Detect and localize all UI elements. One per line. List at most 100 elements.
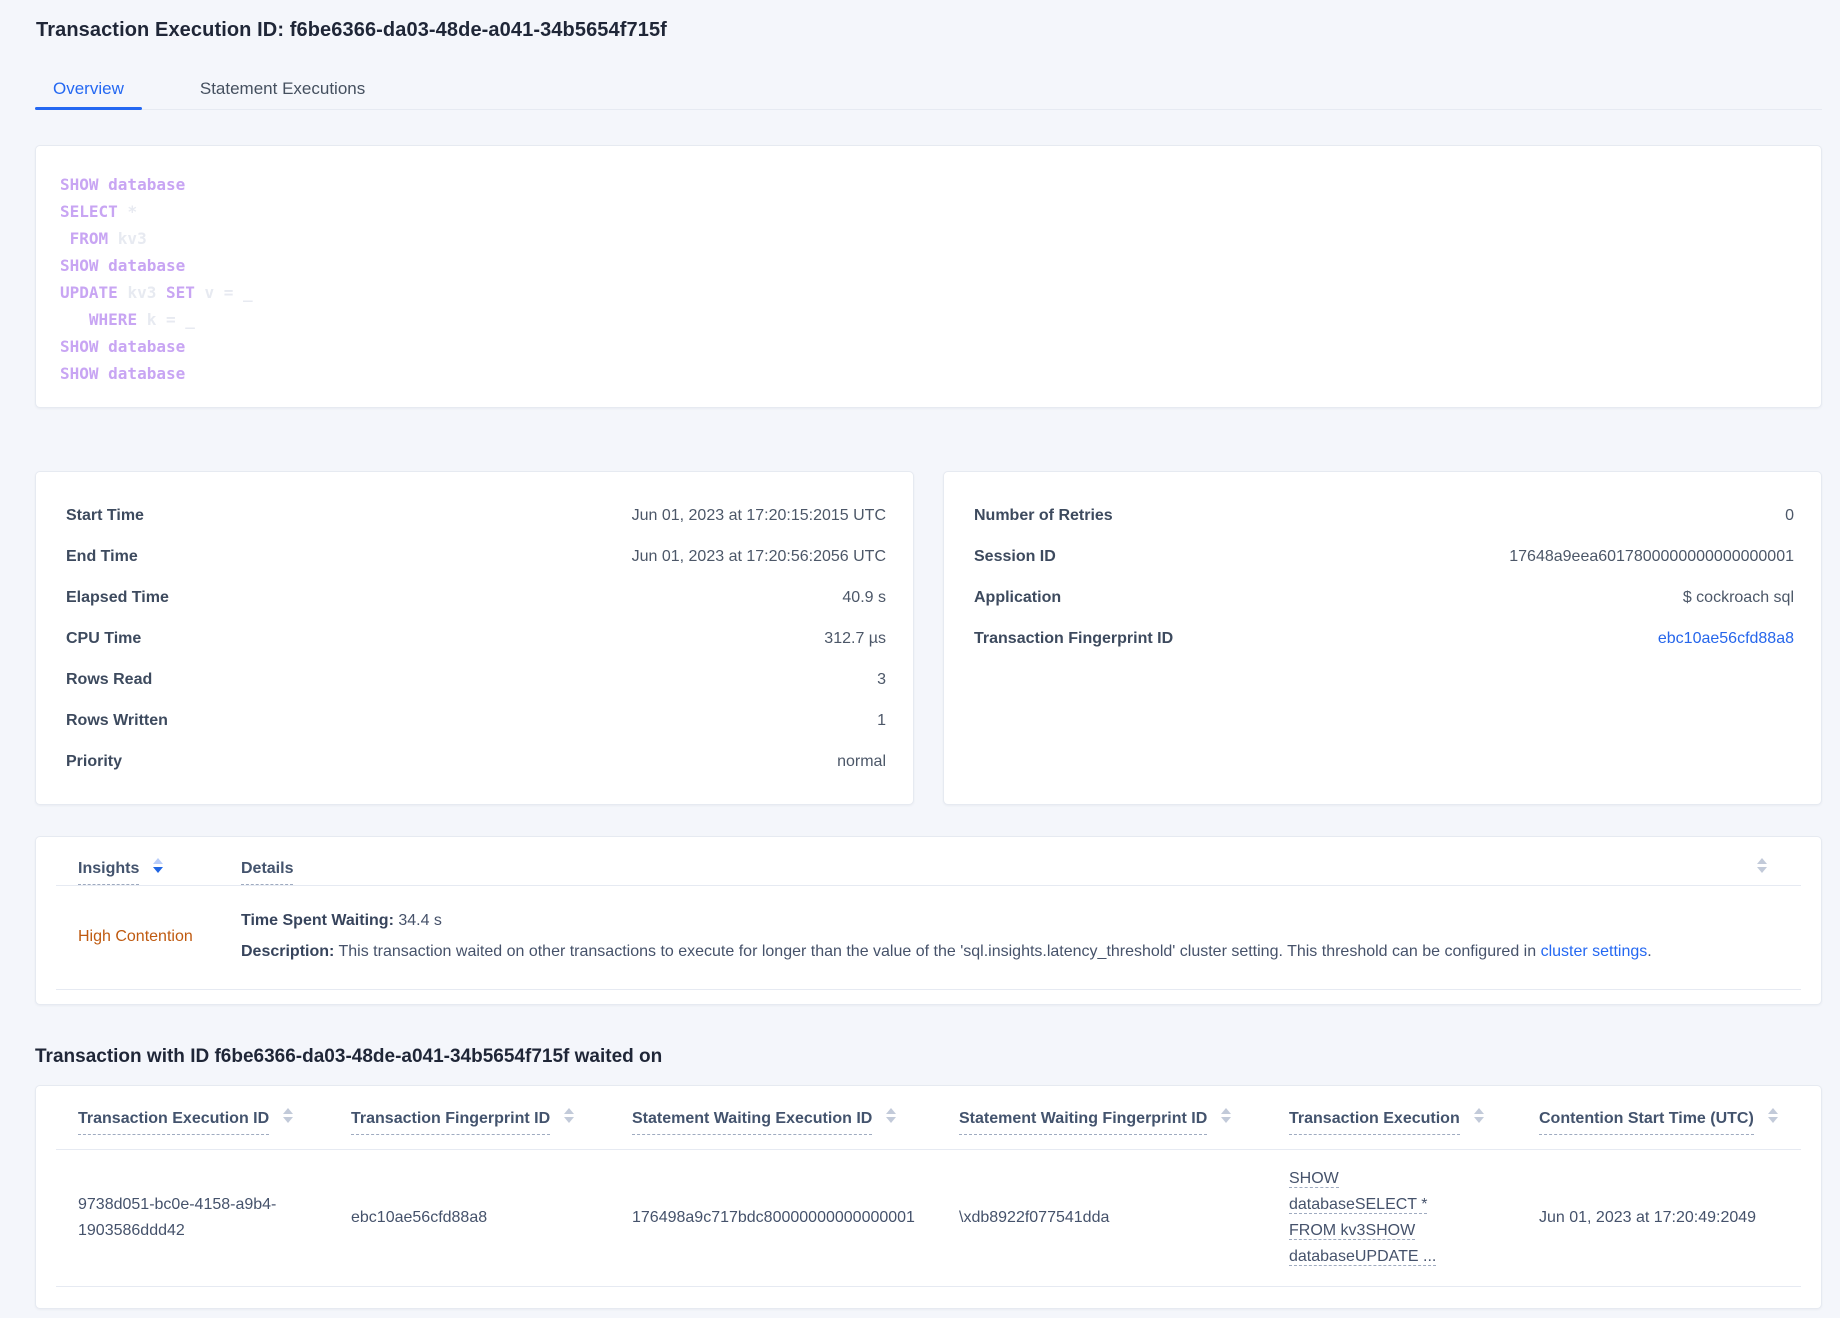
stat-row-priority: Priority normal bbox=[66, 741, 886, 782]
stat-row-transaction-fingerprint-id: Transaction Fingerprint ID ebc10ae56cfd8… bbox=[974, 618, 1794, 659]
stat-value: 40.9 s bbox=[842, 588, 886, 606]
stat-label: Elapsed Time bbox=[66, 588, 169, 606]
sql-token: SHOW database bbox=[60, 256, 186, 275]
stat-label: Rows Read bbox=[66, 670, 153, 688]
insight-row: High Contention Time Spent Waiting: 34.4… bbox=[56, 886, 1801, 990]
sort-icon[interactable] bbox=[564, 1108, 575, 1123]
stat-label: Session ID bbox=[974, 547, 1056, 565]
sql-line: SELECT * bbox=[60, 198, 1797, 225]
high-contention-label: High Contention bbox=[78, 927, 193, 945]
sort-header-label[interactable]: Contention Start Time (UTC) bbox=[1539, 1110, 1754, 1135]
sort-icon[interactable] bbox=[1221, 1108, 1232, 1123]
stat-label: Start Time bbox=[66, 506, 144, 524]
stat-row-rows-read: Rows Read 3 bbox=[66, 659, 886, 700]
sql-token: SET bbox=[165, 283, 205, 302]
insight-details: Time Spent Waiting: 34.4 s Description: … bbox=[241, 911, 1757, 962]
sql-line: SHOW database bbox=[60, 360, 1797, 387]
extra-sort-column-header bbox=[1757, 858, 1797, 875]
stat-value: 3 bbox=[877, 670, 886, 688]
stat-row-rows-written: Rows Written 1 bbox=[66, 700, 886, 741]
sort-icon[interactable] bbox=[1757, 858, 1767, 873]
col-transaction-execution: Transaction Execution bbox=[1289, 1108, 1539, 1135]
stat-row-end-time: End Time Jun 01, 2023 at 17:20:56:2056 U… bbox=[66, 536, 886, 577]
cell-statement-waiting-execution-id: 176498a9c717bdc80000000000000001 bbox=[632, 1209, 915, 1226]
stat-row-elapsed-time: Elapsed Time 40.9 s bbox=[66, 577, 886, 618]
sort-header-label[interactable]: Statement Waiting Execution ID bbox=[632, 1110, 873, 1135]
stat-row-retries: Number of Retries 0 bbox=[974, 495, 1794, 536]
tab-overview[interactable]: Overview bbox=[35, 71, 142, 110]
sql-token: SHOW database bbox=[60, 175, 186, 194]
stat-value: normal bbox=[837, 752, 886, 770]
description-text: This transaction waited on other transac… bbox=[334, 943, 1541, 960]
sort-icon[interactable] bbox=[283, 1108, 294, 1123]
stat-label: End Time bbox=[66, 547, 138, 565]
col-statement-waiting-execution-id: Statement Waiting Execution ID bbox=[632, 1108, 959, 1135]
transaction-execution-link[interactable]: SHOW databaseSELECT * FROM kv3SHOW datab… bbox=[1289, 1170, 1437, 1266]
insights-table-card: Insights Details High Contention Time Sp… bbox=[35, 836, 1822, 1005]
waiting-value: 34.4 s bbox=[393, 912, 442, 929]
time-spent-waiting: Time Spent Waiting: 34.4 s bbox=[241, 911, 1757, 931]
sort-header-label[interactable]: Transaction Execution bbox=[1289, 1110, 1460, 1135]
stat-label: CPU Time bbox=[66, 629, 142, 647]
stat-row-cpu-time: CPU Time 312.7 µs bbox=[66, 618, 886, 659]
sql-token: SHOW database bbox=[60, 364, 186, 383]
session-summary-card: Number of Retries 0 Session ID 17648a9ee… bbox=[943, 471, 1822, 805]
insights-sort-header[interactable]: Insights bbox=[78, 860, 140, 885]
sql-token: v = _ bbox=[204, 283, 253, 302]
details-header-label[interactable]: Details bbox=[241, 860, 294, 885]
sql-token: SELECT bbox=[60, 202, 128, 221]
tab-bar: Overview Statement Executions bbox=[35, 71, 1822, 110]
sort-header-label[interactable]: Transaction Fingerprint ID bbox=[351, 1110, 551, 1135]
insights-table-header: Insights Details bbox=[56, 837, 1801, 886]
cell-contention-start-time: Jun 01, 2023 at 17:20:49:2049 bbox=[1539, 1209, 1757, 1226]
stat-value: Jun 01, 2023 at 17:20:56:2056 UTC bbox=[631, 547, 886, 565]
page: Transaction Execution ID: f6be6366-da03-… bbox=[0, 19, 1840, 1309]
sort-icon[interactable] bbox=[1767, 1108, 1778, 1123]
cell-transaction-execution-id: 9738d051-bc0e-4158-a9b4-1903586ddd42 bbox=[78, 1196, 277, 1239]
waiting-label: Time Spent Waiting: bbox=[241, 912, 394, 929]
sql-statement-box: SHOW database SELECT * FROM kv3 SHOW dat… bbox=[35, 145, 1822, 408]
sql-line: SHOW database bbox=[60, 333, 1797, 360]
sort-icon[interactable] bbox=[886, 1108, 897, 1123]
stat-value: 1 bbox=[877, 711, 886, 729]
stat-label: Transaction Fingerprint ID bbox=[974, 629, 1174, 647]
description-label: Description: bbox=[241, 943, 335, 960]
col-contention-start-time: Contention Start Time (UTC) bbox=[1539, 1108, 1797, 1135]
cell-transaction-execution: SHOW databaseSELECT * FROM kv3SHOW datab… bbox=[1289, 1166, 1489, 1270]
cluster-settings-link[interactable]: cluster settings bbox=[1540, 943, 1648, 960]
sql-line: SHOW database bbox=[60, 171, 1797, 198]
sql-line: FROM kv3 bbox=[60, 225, 1797, 252]
stat-row-start-time: Start Time Jun 01, 2023 at 17:20:15:2015… bbox=[66, 495, 886, 536]
col-transaction-fingerprint-id: Transaction Fingerprint ID bbox=[351, 1108, 632, 1135]
details-column-header: Details bbox=[241, 860, 1757, 885]
sort-desc-icon[interactable] bbox=[153, 858, 164, 873]
stat-label: Application bbox=[974, 588, 1062, 606]
stat-label: Rows Written bbox=[66, 711, 168, 729]
waited-on-heading: Transaction with ID f6be6366-da03-48de-a… bbox=[35, 1046, 663, 1067]
sort-header-label[interactable]: Transaction Execution ID bbox=[78, 1110, 270, 1135]
stat-value: 0 bbox=[1785, 506, 1794, 524]
sql-line: UPDATE kv3 SET v = _ bbox=[60, 279, 1797, 306]
timing-summary-card: Start Time Jun 01, 2023 at 17:20:15:2015… bbox=[35, 471, 914, 805]
tab-statement-executions[interactable]: Statement Executions bbox=[199, 79, 366, 98]
waited-on-table-header: Transaction Execution ID Transaction Fin… bbox=[56, 1086, 1801, 1150]
transaction-fingerprint-link[interactable]: ebc10ae56cfd88a8 bbox=[1657, 629, 1794, 647]
sql-token: kv3 bbox=[127, 283, 166, 302]
stat-label: Number of Retries bbox=[974, 506, 1113, 524]
sql-line: SHOW database bbox=[60, 252, 1797, 279]
sql-token: kv3 bbox=[117, 229, 147, 248]
sql-token: UPDATE bbox=[60, 283, 128, 302]
stat-value: 312.7 µs bbox=[824, 629, 886, 647]
sort-header-label[interactable]: Statement Waiting Fingerprint ID bbox=[959, 1110, 1208, 1135]
stat-row-application: Application $ cockroach sql bbox=[974, 577, 1794, 618]
sql-token: FROM bbox=[60, 229, 118, 248]
stat-value: Jun 01, 2023 at 17:20:15:2015 UTC bbox=[631, 506, 886, 524]
summary-cards: Start Time Jun 01, 2023 at 17:20:15:2015… bbox=[35, 471, 1822, 805]
sql-token: SHOW database bbox=[60, 337, 186, 356]
stat-value: 17648a9eea6017800000000000000001 bbox=[1509, 547, 1794, 565]
sql-line: WHERE k = _ bbox=[60, 306, 1797, 333]
stat-label: Priority bbox=[66, 752, 123, 770]
sort-icon[interactable] bbox=[1473, 1108, 1484, 1123]
waited-on-table-card: Transaction Execution ID Transaction Fin… bbox=[35, 1085, 1822, 1309]
table-row: 9738d051-bc0e-4158-a9b4-1903586ddd42 ebc… bbox=[56, 1150, 1801, 1287]
